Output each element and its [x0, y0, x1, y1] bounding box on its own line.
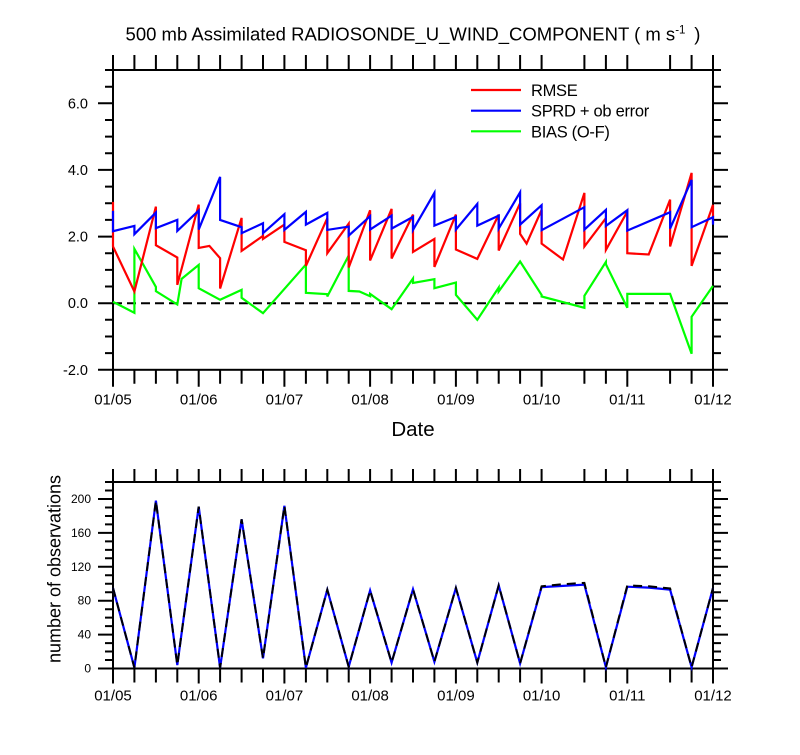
svg-text:500 mb Assimilated RADIOSONDE_: 500 mb Assimilated RADIOSONDE_U_WIND_COM… [126, 24, 701, 46]
svg-text:120: 120 [71, 560, 91, 574]
svg-text:01/11: 01/11 [609, 392, 645, 409]
svg-text:01/10: 01/10 [523, 688, 561, 705]
svg-text:01/09: 01/09 [437, 688, 475, 705]
svg-text:01/09: 01/09 [437, 392, 475, 409]
svg-text:2.0: 2.0 [68, 230, 88, 246]
svg-text:01/06: 01/06 [180, 392, 218, 409]
svg-text:01/08: 01/08 [351, 392, 389, 409]
svg-text:RMSE: RMSE [531, 82, 578, 100]
svg-text:01/12: 01/12 [694, 688, 732, 705]
svg-text:01/12: 01/12 [694, 392, 732, 409]
svg-text:SPRD + ob error: SPRD + ob error [531, 103, 650, 121]
svg-text:6.0: 6.0 [68, 96, 88, 112]
svg-text:01/08: 01/08 [351, 688, 389, 705]
svg-text:-2.0: -2.0 [63, 363, 88, 379]
svg-text:BIAS (O-F): BIAS (O-F) [531, 123, 610, 141]
svg-text:01/06: 01/06 [180, 688, 218, 705]
svg-text:80: 80 [78, 594, 92, 608]
svg-text:01/10: 01/10 [523, 392, 561, 409]
svg-text:0: 0 [84, 662, 91, 676]
svg-text:40: 40 [78, 628, 92, 642]
svg-text:01/11: 01/11 [609, 688, 645, 705]
svg-text:160: 160 [71, 526, 91, 540]
svg-text:Date: Date [391, 418, 434, 441]
svg-text:200: 200 [71, 492, 91, 506]
svg-text:01/07: 01/07 [266, 688, 304, 705]
svg-text:01/07: 01/07 [266, 392, 304, 409]
svg-text:4.0: 4.0 [68, 163, 88, 179]
svg-text:0.0: 0.0 [68, 296, 88, 312]
svg-text:01/05: 01/05 [94, 688, 132, 705]
svg-text:number of observations: number of observations [45, 475, 65, 663]
svg-text:01/05: 01/05 [94, 392, 132, 409]
